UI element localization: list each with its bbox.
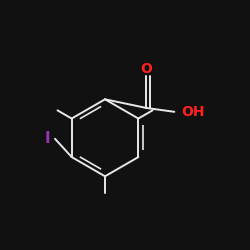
Text: I: I [44,131,50,146]
Text: O: O [140,62,152,76]
Text: OH: OH [181,105,204,119]
